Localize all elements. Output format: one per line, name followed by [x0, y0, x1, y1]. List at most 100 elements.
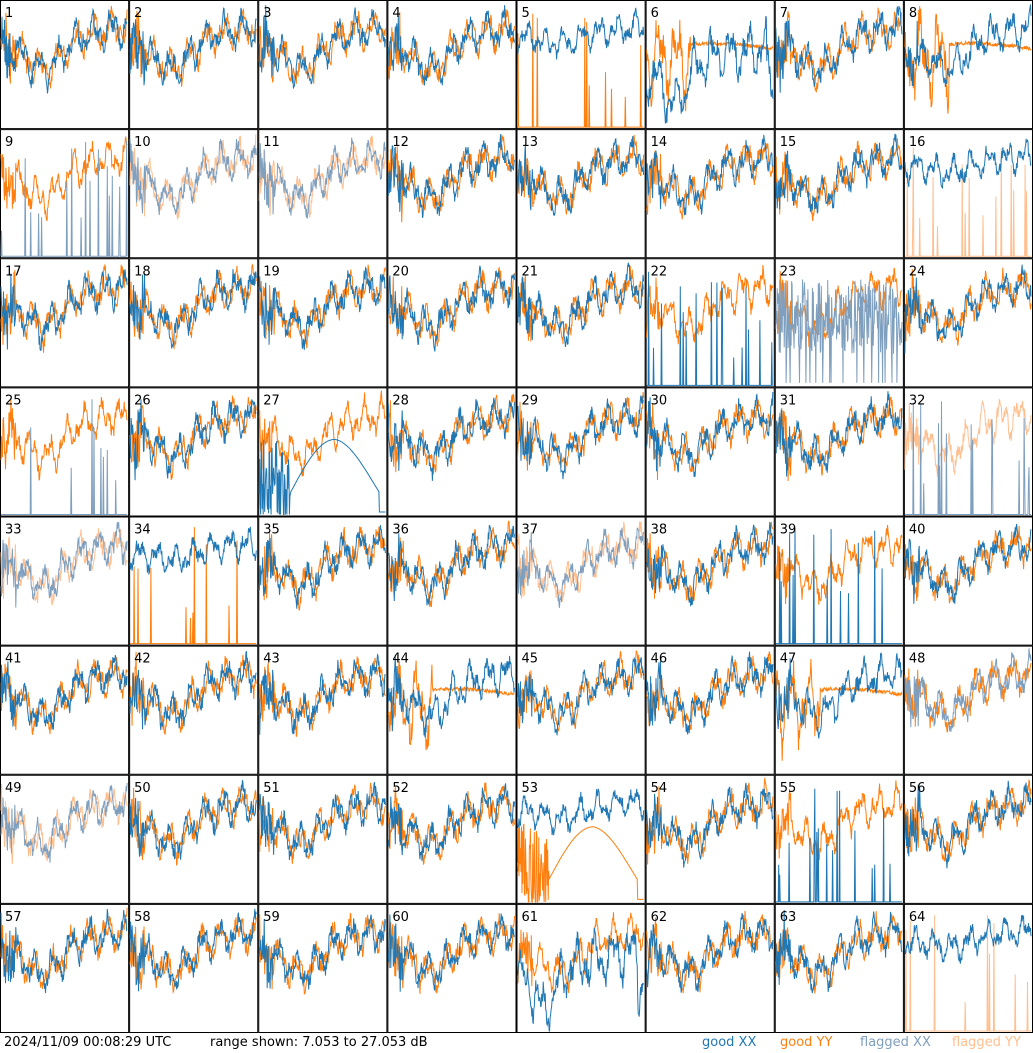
panel-frame: [774, 903, 904, 1033]
legend-flagged-yy: flagged YY: [952, 1035, 1021, 1050]
panel-59: 59: [258, 903, 388, 1033]
panel-23: 23: [774, 258, 904, 388]
series-yy-good: [517, 820, 644, 903]
series-xx-good: [129, 650, 257, 731]
series-yy-good: [517, 13, 644, 128]
panel-label: 30: [651, 393, 668, 408]
series-yy-good: [130, 527, 257, 645]
series-yy-good: [387, 913, 515, 994]
legend-flagged-xx: flagged XX: [860, 1035, 931, 1050]
panel-label: 51: [263, 781, 280, 796]
panel-15: 15: [774, 129, 904, 259]
panel-32: 32: [903, 387, 1033, 517]
series-xx-good: [258, 266, 386, 350]
panel-frame: [387, 774, 517, 904]
series-xx-good: [387, 654, 515, 738]
series-xx-flagged: [258, 137, 386, 219]
series-xx-good: [646, 782, 774, 868]
panel-60: 60: [387, 903, 517, 1033]
panel-19: 19: [258, 258, 388, 388]
series-xx-flagged: [904, 401, 1031, 515]
series-xx-good: [517, 7, 645, 60]
series-yy-good: [0, 136, 128, 222]
series-xx-good: [517, 262, 645, 348]
series-xx-good: [388, 524, 515, 606]
series-xx-good: [258, 653, 386, 736]
panel-24: 24: [903, 258, 1033, 388]
panel-frame: [516, 129, 646, 259]
panel-frame: [645, 129, 775, 259]
panel-label: 4: [392, 6, 400, 21]
series-xx-good: [258, 781, 386, 861]
series-yy-good: [517, 134, 645, 215]
panel-label: 7: [780, 6, 788, 21]
panel-55: 55: [774, 774, 904, 904]
panel-frame: [258, 0, 388, 130]
series-xx-flagged: [0, 140, 128, 257]
panel-label: 22: [651, 264, 668, 279]
panel-label: 2: [134, 6, 142, 21]
series-xx-good: [904, 264, 1032, 354]
series-xx-good: [129, 779, 257, 860]
panel-25: 25: [0, 387, 130, 517]
panel-13: 13: [516, 129, 646, 259]
panel-label: 44: [392, 652, 409, 667]
panel-43: 43: [258, 645, 388, 775]
series-yy-good: [258, 10, 386, 84]
panel-frame: [645, 258, 775, 388]
series-xx-good: [0, 654, 128, 730]
series-xx-flagged: [517, 527, 645, 608]
panel-label: 15: [780, 135, 797, 150]
panel-label: 47: [780, 652, 797, 667]
panel-frame: [129, 645, 259, 775]
panel-1: 1: [0, 0, 130, 130]
series-xx-good: [775, 909, 903, 994]
panel-44: 44: [387, 645, 517, 775]
panel-label: 48: [909, 652, 926, 667]
series-xx-good: [387, 265, 515, 352]
panel-50: 50: [129, 774, 259, 904]
series-yy-good: [517, 912, 645, 994]
panel-label: 62: [651, 910, 668, 925]
series-yy-flagged: [904, 147, 1031, 257]
series-yy-flagged: [904, 915, 1031, 1032]
panel-label: 28: [392, 393, 409, 408]
panel-39: 39: [774, 516, 904, 646]
series-xx-good: [258, 525, 386, 609]
panel-14: 14: [645, 129, 775, 259]
panel-label: 57: [5, 910, 22, 925]
panel-frame: [387, 129, 517, 259]
panel-label: 43: [263, 652, 280, 667]
series-xx-good: [387, 783, 515, 862]
legend-good-yy: good YY: [780, 1035, 833, 1050]
panel-label: 50: [134, 781, 151, 796]
series-yy-good: [387, 9, 515, 86]
panel-10: 10: [129, 129, 259, 259]
series-yy-good: [646, 777, 774, 865]
panel-frame: [645, 387, 775, 517]
panel-26: 26: [129, 387, 259, 517]
panel-label: 64: [909, 910, 926, 925]
panel-38: 38: [645, 516, 775, 646]
panel-frame: [774, 0, 904, 130]
series-yy-good: [646, 142, 774, 220]
timestamp: 2024/11/09 00:08:29 UTC: [4, 1035, 172, 1050]
series-yy-good: [258, 390, 386, 477]
legend-good-xx: good XX: [702, 1035, 757, 1050]
series-xx-flagged: [0, 782, 128, 863]
series-yy-good: [129, 395, 257, 481]
range-text: range shown: 7.053 to 27.053 dB: [210, 1035, 428, 1050]
series-xx-flagged: [904, 648, 1032, 732]
panel-18: 18: [129, 258, 259, 388]
panel-22: 22: [645, 258, 775, 388]
panel-51: 51: [258, 774, 388, 904]
panel-label: 10: [134, 135, 151, 150]
panel-label: 58: [134, 910, 151, 925]
panel-47: 47: [774, 645, 904, 775]
series-xx-flagged: [775, 279, 903, 383]
panel-56: 56: [903, 774, 1033, 904]
series-xx-good: [387, 133, 515, 218]
series-xx-good: [258, 438, 386, 515]
panel-64: 64: [903, 903, 1033, 1033]
panel-30: 30: [645, 387, 775, 517]
